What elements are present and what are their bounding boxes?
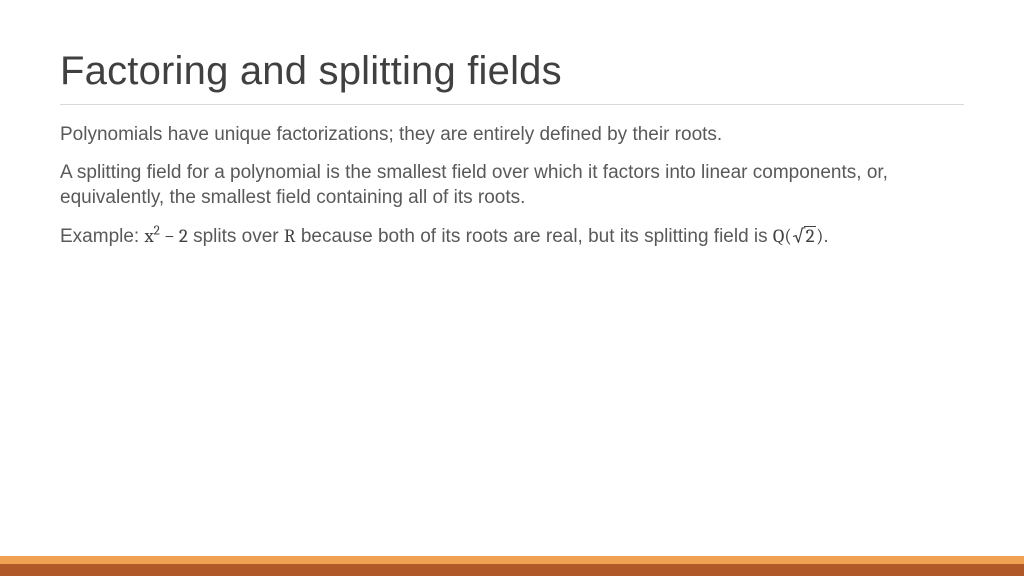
footer-stripe-bottom [0, 564, 1024, 576]
paragraph-example: Example: x2 − 2 splits over R because bo… [60, 224, 964, 249]
polynomial-expression: x2 − 2 [144, 225, 187, 247]
example-prefix: Example: [60, 226, 144, 247]
paragraph-1: Polynomials have unique factorizations; … [60, 123, 964, 147]
example-mid1: splits over [188, 226, 284, 247]
reals-symbol: R [284, 225, 296, 247]
slide: Factoring and splitting fields Polynomia… [0, 0, 1024, 576]
poly-var: x [144, 225, 153, 247]
rational-symbol: Q [773, 225, 784, 247]
sqrt-expression: √2 [792, 224, 816, 248]
splitting-field: Q(√2) [773, 225, 823, 247]
radicand: 2 [804, 226, 816, 247]
footer-band [0, 556, 1024, 576]
poly-minus-term: − 2 [160, 225, 188, 247]
example-mid2: because both of its roots are real, but … [296, 226, 773, 247]
slide-title: Factoring and splitting fields [60, 48, 964, 105]
footer-stripe-top [0, 556, 1024, 564]
example-period: . [823, 226, 828, 247]
lparen: ( [784, 225, 791, 247]
paragraph-2: A splitting field for a polynomial is th… [60, 161, 964, 210]
